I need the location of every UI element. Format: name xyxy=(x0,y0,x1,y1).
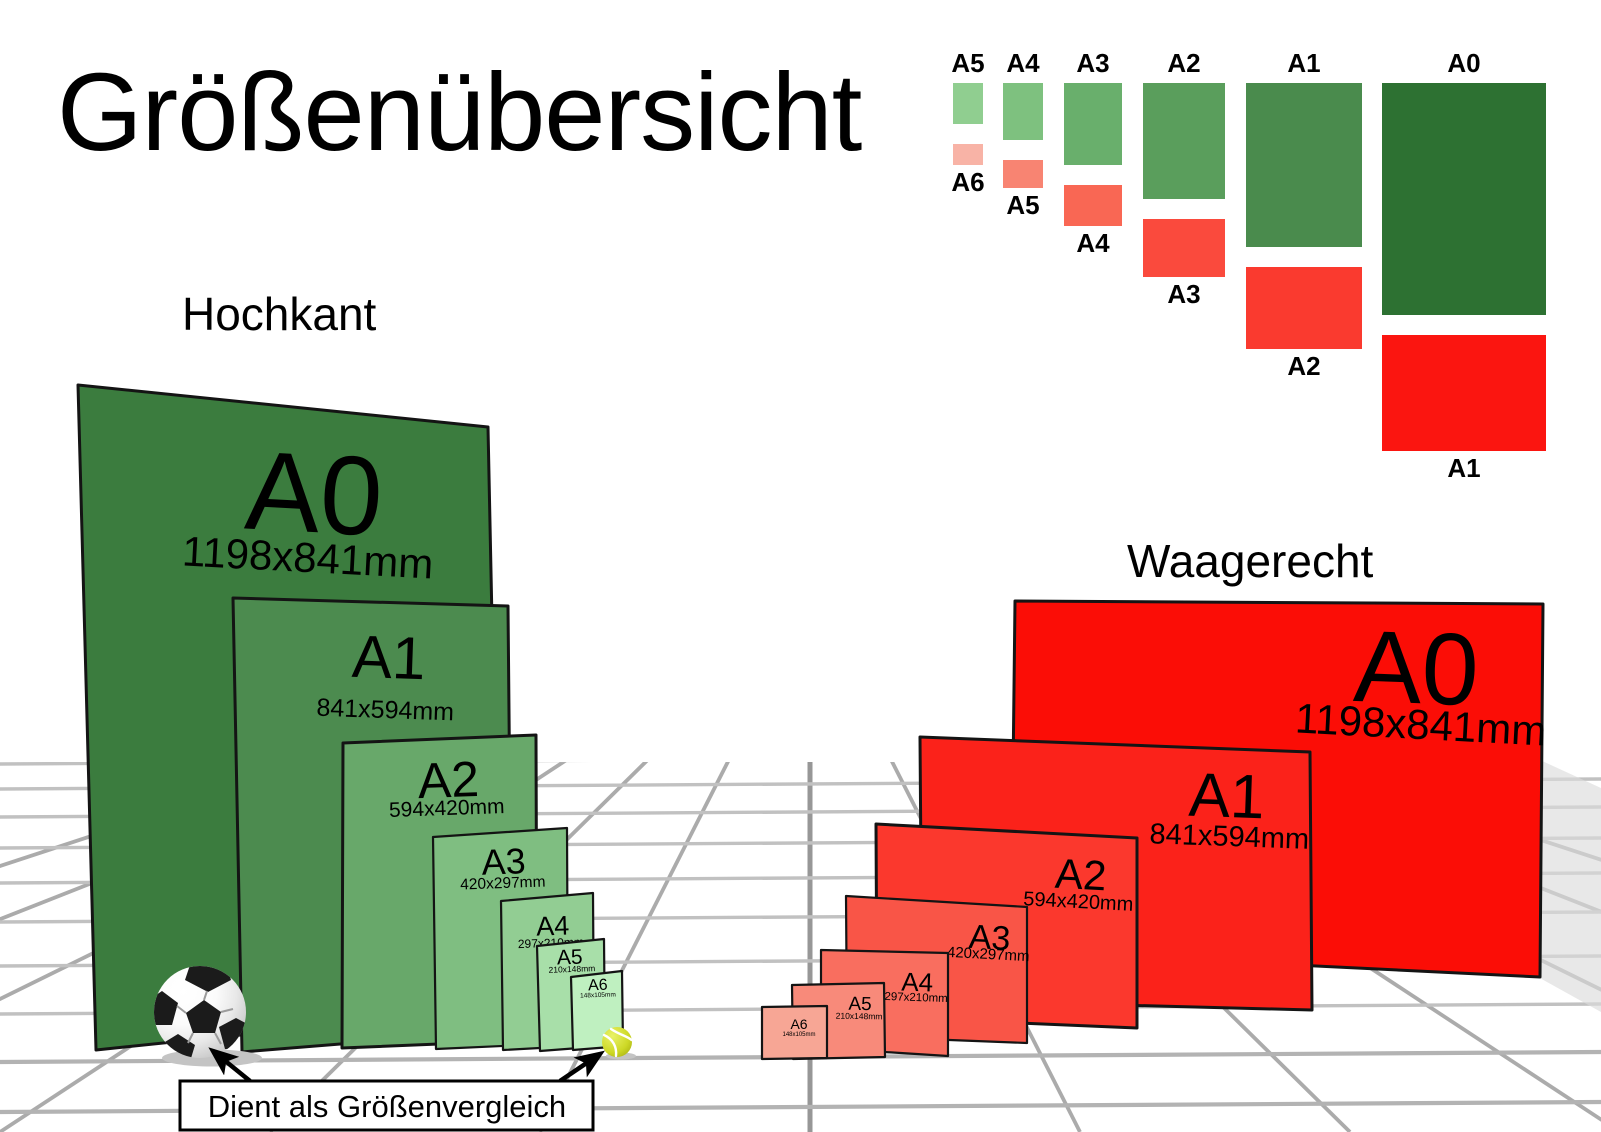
mini-landscape-label: A5 xyxy=(1006,190,1039,220)
comparison-note: Dient als Größenvergleich xyxy=(178,1047,605,1132)
mini-landscape-swatch xyxy=(1143,219,1225,277)
portrait-heading: Hochkant xyxy=(182,288,377,340)
sheet-dimensions-label: 420x297mm xyxy=(460,874,546,894)
tennis-ball-seam xyxy=(602,1033,618,1058)
size-comparison-mini-chart: A5 A6 A4 A5 A3 A4 A2 A3 A1 A2 xyxy=(951,48,1546,483)
page-title: Größenübersicht xyxy=(57,51,862,174)
comparison-note-box xyxy=(178,1079,595,1132)
mini-portrait-label: A2 xyxy=(1167,48,1200,78)
mini-column-a2: A2 A3 xyxy=(1143,48,1225,309)
sheet-dimensions-label: 210x148mm xyxy=(836,1011,883,1022)
mini-landscape-label: A2 xyxy=(1287,351,1320,381)
mini-column-a1: A1 A2 xyxy=(1246,48,1362,381)
comparison-arrow-left xyxy=(208,1047,252,1083)
sheet-dimensions-label: 148x105mm xyxy=(580,991,616,999)
mini-portrait-swatch xyxy=(1246,83,1362,247)
sheet-size-label: A4 xyxy=(901,966,934,997)
mini-portrait-swatch xyxy=(1064,83,1122,165)
mini-landscape-swatch xyxy=(1246,267,1362,349)
sheet-dimensions-label: 297x210mm xyxy=(884,991,948,1005)
mini-landscape-swatch xyxy=(1003,160,1043,188)
mini-landscape-swatch xyxy=(1064,185,1122,226)
mini-landscape-swatch xyxy=(1382,335,1546,451)
mini-landscape-swatch xyxy=(953,144,983,165)
sheet-size-label: A2 xyxy=(1054,850,1108,900)
tennis-ball-seam xyxy=(609,1027,633,1042)
mini-portrait-swatch xyxy=(953,83,983,124)
mini-column-a5: A5 A6 xyxy=(951,48,984,197)
comparison-note-text: Dient als Größenvergleich xyxy=(208,1089,566,1124)
sheet-size-label: A6 xyxy=(790,1016,807,1032)
sheet-dimensions-label: 420x297mm xyxy=(947,944,1030,965)
tennis-ball xyxy=(602,1027,636,1060)
sheet-size-label: A3 xyxy=(481,840,526,883)
sheet-dimensions-label: 210x148mm xyxy=(548,963,595,975)
mini-column-a3: A3 A4 xyxy=(1064,48,1122,258)
mini-portrait-label: A1 xyxy=(1287,48,1320,78)
mini-portrait-swatch xyxy=(1382,83,1546,315)
mini-portrait-swatch xyxy=(1003,83,1043,140)
sheet-size-label: A4 xyxy=(536,910,570,941)
portrait-stack: A0 1198x841mm A1 841x594mm A2 594x420mm … xyxy=(76,383,625,1054)
mini-column-a0: A0 A1 xyxy=(1382,48,1546,483)
tennis-ball-body xyxy=(602,1027,632,1057)
sheet-dimensions-label: 841x594mm xyxy=(1149,818,1310,856)
comparison-arrow-right xyxy=(558,1050,605,1083)
mini-landscape-label: A3 xyxy=(1167,279,1200,309)
sheet-size-label: A6 xyxy=(588,977,608,995)
mini-portrait-label: A0 xyxy=(1447,48,1480,78)
sheet-dimensions-label: 148x105mm xyxy=(782,1032,815,1038)
sheet-dimensions-label: 841x594mm xyxy=(316,694,454,727)
soccer-ball-seams xyxy=(176,990,234,1045)
landscape-heading: Waagerecht xyxy=(1127,535,1374,587)
sheet-size-label: A0 xyxy=(242,428,385,560)
mini-portrait-swatch xyxy=(1143,83,1225,199)
sheet-size-label: A0 xyxy=(1352,609,1481,727)
mini-portrait-label: A3 xyxy=(1076,48,1109,78)
sheet-size-label: A5 xyxy=(848,994,872,1015)
mini-landscape-label: A1 xyxy=(1447,453,1480,483)
sheet-dimensions-label: 594x420mm xyxy=(389,795,505,822)
sheet-size-label: A2 xyxy=(417,751,480,809)
sheet-size-label: A1 xyxy=(351,623,427,693)
mini-portrait-label: A5 xyxy=(951,48,984,78)
sheet-size-label: A1 xyxy=(1188,761,1266,833)
mini-column-a4: A4 A5 xyxy=(1003,48,1043,220)
floor-shadow xyxy=(1538,760,1601,1012)
landscape-stack: A0 1198x841mm A1 841x594mm A2 594x420mm … xyxy=(760,599,1548,1061)
sheet-size-label: A3 xyxy=(968,918,1012,958)
sheet-size-label: A5 xyxy=(557,946,583,970)
mini-landscape-label: A6 xyxy=(951,167,984,197)
sheet-face xyxy=(760,1004,829,1061)
landscape-sheet-a6: A6 148x105mm xyxy=(760,1004,829,1061)
mini-landscape-label: A4 xyxy=(1076,228,1110,258)
mini-portrait-label: A4 xyxy=(1006,48,1040,78)
